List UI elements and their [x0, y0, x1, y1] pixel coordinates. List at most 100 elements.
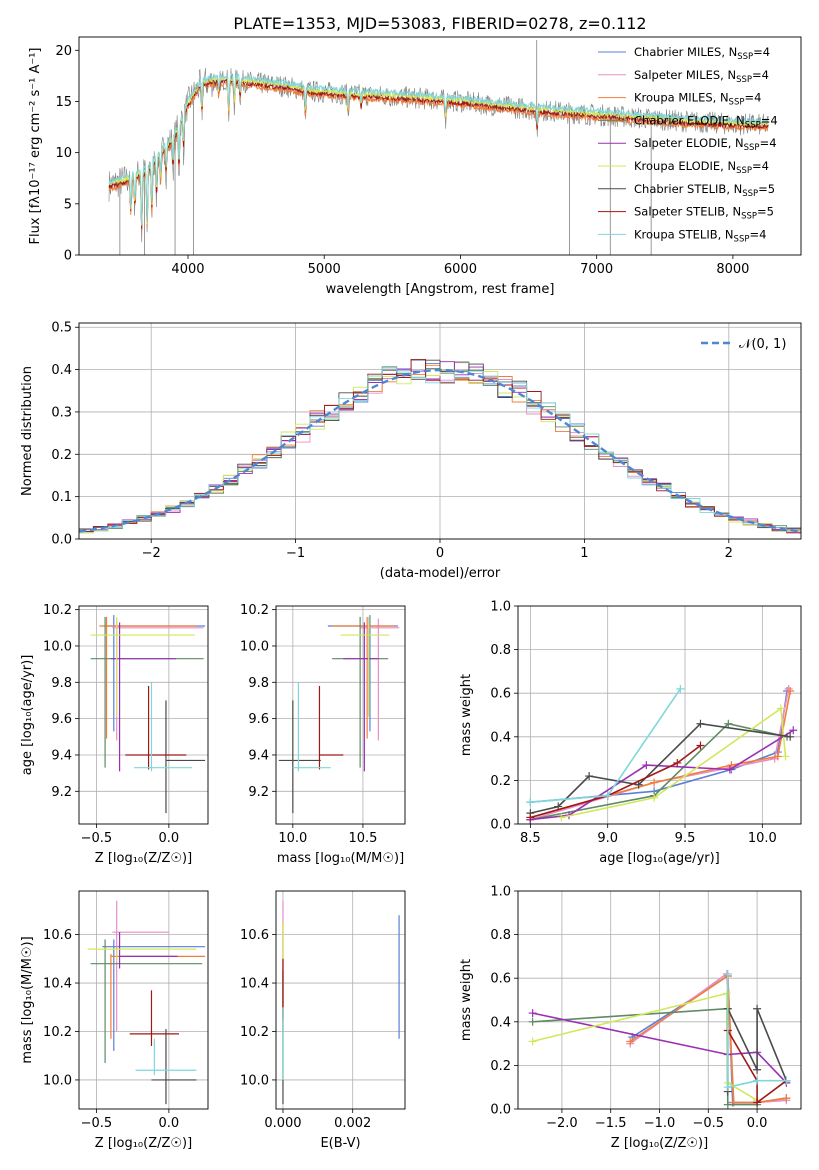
legend-label: Kroupa STELIB, NSSP=4	[634, 227, 766, 244]
y-tick-label: 1.0	[490, 600, 511, 615]
x-tick-label: 6000	[444, 262, 477, 277]
legend-label: Kroupa MILES, NSSP=4	[634, 91, 761, 108]
y-tick-label: 20	[55, 44, 72, 59]
series-salpeter_elodie	[532, 1012, 787, 1084]
y-tick-label: 10.2	[43, 603, 72, 618]
panel-age_vs_mass: 10.0 10.5 9.2 9.4 9.6 9.8 10.0 10.2 mass [log₁₀(…	[240, 603, 406, 866]
y-tick-label: 0.4	[51, 363, 72, 378]
plot-area	[276, 606, 405, 824]
marker-salpeter_miles	[784, 684, 793, 693]
legend-subscript: SSP	[742, 189, 758, 199]
panel-age_vs_Z: −0.5 0.0 9.2 9.4 9.6 9.8 10.0 10.2 Z [log₁₀(Z/Z☉…	[20, 603, 209, 866]
series-salpeter_miles	[530, 688, 790, 821]
model-kroupa_elodie	[108, 75, 769, 225]
x-tick-label: 9.0	[597, 831, 618, 846]
x-axis-label: Z [log₁₀(Z/Z☉)]	[611, 1136, 708, 1151]
x-tick-label: 0.0	[159, 1116, 180, 1131]
series-chabrier_stelib	[530, 722, 791, 814]
marker-kroupa_stelib	[723, 1083, 732, 1092]
legend-label: Chabrier STELIB, NSSP=5	[634, 182, 775, 199]
y-tick-label: 10.2	[240, 1025, 269, 1040]
marker-salpeter_stelib	[753, 1098, 762, 1107]
marker-salpeter_stelib	[526, 813, 535, 822]
marker-kroupa_stelib	[723, 969, 732, 978]
marker-kroupa_stelib	[676, 684, 685, 693]
legend-label: Kroupa ELODIE, NSSP=4	[634, 159, 769, 176]
x-tick-label: 8000	[716, 262, 749, 277]
y-axis-label: Flux [fλ10⁻¹⁷ erg cm⁻² s⁻¹ A⁻¹]	[28, 48, 43, 245]
y-tick-label: 0.1	[51, 490, 72, 505]
marker-kroupa_miles	[626, 1037, 635, 1046]
marker-chabrier_elodie	[528, 1017, 537, 1026]
y-tick-label: 1.0	[490, 885, 511, 900]
x-tick-label: 9.5	[675, 831, 696, 846]
marker-kroupa_miles	[786, 687, 795, 696]
marker-salpeter_elodie	[725, 765, 734, 774]
y-tick-label: 0.0	[490, 1103, 511, 1118]
y-tick-label: 0	[64, 249, 72, 264]
legend-label: Salpeter ELODIE, NSSP=4	[634, 136, 777, 153]
y-tick-label: 10.0	[240, 639, 269, 654]
panel-mass_vs_ebv: 0.000 0.002 10.0 10.2 10.4 10.6 E(B-V)	[240, 890, 406, 1151]
legend-subscript: SSP	[729, 98, 745, 108]
panel-spectrum: 4000 5000 6000 7000 8000 0 5 10 15 20 wavelength […	[28, 36, 802, 297]
x-tick-label: −0.5	[81, 1116, 113, 1131]
y-tick-label: 10.0	[240, 1073, 269, 1088]
legend-subscript: SSP	[744, 143, 760, 153]
legend-tail: =4	[744, 91, 761, 105]
legend-tail: =4	[749, 227, 766, 241]
series-salpeter_stelib	[530, 744, 701, 819]
legend-tail: =4	[753, 45, 770, 59]
y-tick-label: 0.6	[490, 687, 511, 702]
y-tick-label: 0.8	[490, 643, 511, 658]
panel-weight_vs_age: 8.5 9.0 9.5 10.0 0.0 0.2 0.4 0.6 0.8 1.0 age [log₁…	[459, 600, 802, 866]
panel-residuals: −2 −1 0 1 2 0.0 0.1 0.2 0.3 0.4 0.5 (data-model)/er…	[20, 321, 802, 581]
axes-frame	[78, 322, 802, 540]
marker-kroupa_miles	[782, 1094, 791, 1103]
series-kroupa_stelib	[726, 973, 787, 1089]
axes-frame	[78, 36, 802, 256]
axes-frame	[78, 890, 209, 1110]
x-tick-label: 10.5	[348, 831, 377, 846]
y-tick-label: 9.8	[51, 676, 72, 691]
axes-frame	[275, 605, 406, 825]
plot-area	[79, 606, 208, 824]
marker-chabrier_stelib	[786, 732, 795, 741]
y-tick-label: 10.0	[43, 639, 72, 654]
panel-weight_vs_Z: −2.0 −1.5 −1.0 −0.5 0.0 0.0 0.2 0.4 0.6 0.8 1.0 Z […	[459, 885, 802, 1151]
y-tick-label: 9.6	[51, 712, 72, 727]
legend-subscript: SSP	[736, 166, 752, 176]
hist-chabrier_stelib	[79, 359, 801, 532]
hist-kroupa_stelib	[79, 367, 801, 532]
y-axis-label: age [log₁₀(age/yr)]	[20, 655, 35, 776]
legend-tail: =5	[757, 205, 774, 219]
legend-subscript: SSP	[741, 212, 757, 222]
legend-label: Salpeter STELIB, NSSP=5	[634, 205, 774, 222]
x-tick-label: −1.5	[595, 1116, 627, 1131]
marker-chabrier_stelib	[753, 1065, 762, 1074]
figure-title: PLATE=1353, MJD=53083, FIBERID=0278, z=0…	[233, 14, 646, 33]
legend-label: Salpeter MILES, NSSP=4	[634, 68, 769, 85]
x-axis-label: (data-model)/error	[380, 566, 501, 581]
y-axis-label: Normed distribution	[20, 366, 35, 496]
x-tick-label: 8.5	[520, 831, 541, 846]
plot-area	[276, 891, 405, 1109]
x-tick-label: −0.5	[81, 831, 113, 846]
marker-kroupa_miles	[773, 752, 782, 761]
x-axis-label: E(B-V)	[320, 1136, 360, 1151]
marker-salpeter_elodie	[528, 1009, 537, 1018]
x-axis-label: Z [log₁₀(Z/Z☉)]	[95, 851, 192, 866]
y-tick-label: 10.4	[43, 977, 72, 992]
marker-chabrier_elodie	[723, 1100, 732, 1109]
y-tick-label: 10.6	[240, 928, 269, 943]
marker-salpeter_stelib	[696, 741, 705, 750]
legend-subscript: SSP	[736, 75, 752, 85]
marker-kroupa_elodie	[722, 989, 731, 998]
y-tick-label: 10.2	[240, 603, 269, 618]
panel-mass_vs_Z: −0.5 0.0 10.0 10.2 10.4 10.6 Z [log₁₀(Z/Z☉)] ma…	[20, 890, 209, 1151]
x-tick-label: 0.000	[264, 1116, 301, 1131]
plot-area	[518, 606, 801, 824]
marker-chabrier_elodie	[724, 719, 733, 728]
legend-subscript: SSP	[745, 120, 761, 130]
marker-kroupa_elodie	[776, 704, 785, 713]
